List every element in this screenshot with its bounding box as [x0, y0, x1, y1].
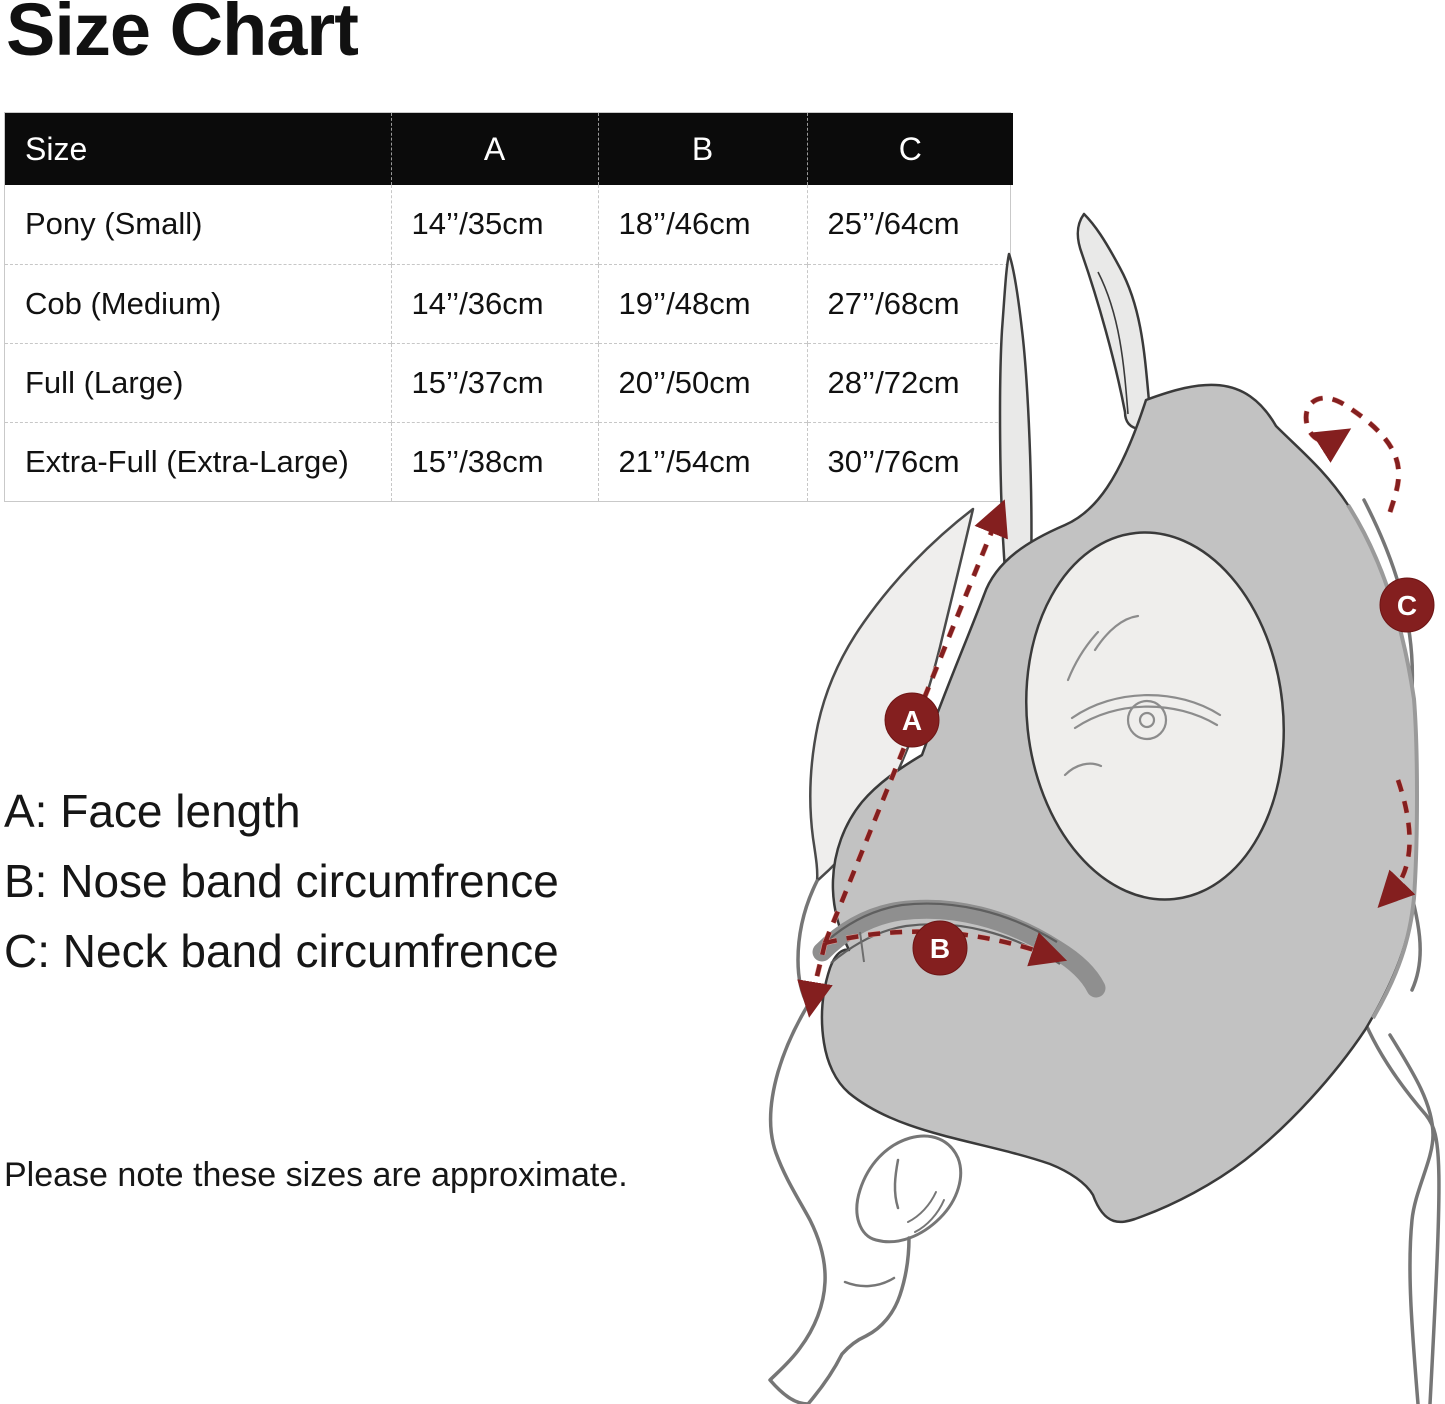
svg-text:B: B: [930, 933, 950, 964]
svg-text:C: C: [1397, 590, 1417, 621]
svg-text:A: A: [902, 705, 922, 736]
